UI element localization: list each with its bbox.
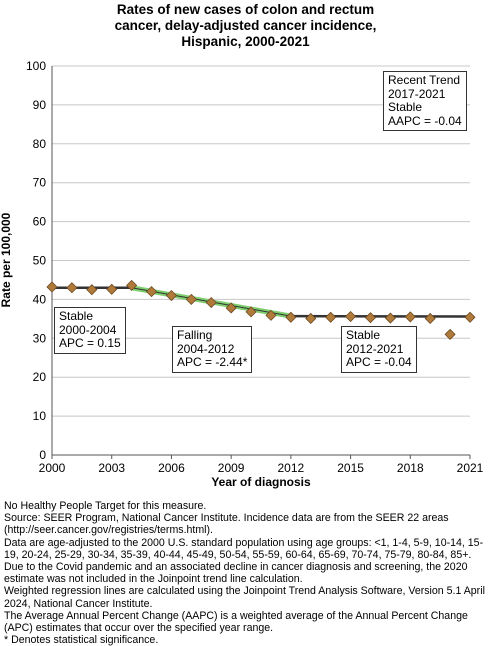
data-point-marker [364,312,377,324]
y-tick-label: 80 [33,137,47,151]
annotation-line: Stable [388,100,423,114]
data-point-marker [265,309,277,321]
data-point-marker [345,310,357,323]
x-tick-label: 2003 [98,461,125,475]
y-tick-label: 40 [33,292,47,306]
data-point-marker [66,282,78,294]
data-point-marker [165,289,177,302]
data-point-marker [384,312,396,324]
data-point-marker [285,311,297,323]
x-tick-label: 2018 [397,461,424,475]
y-tick-label: 50 [33,254,47,268]
footnote: * Denotes statistical significance. [4,634,159,646]
x-axis-title: Year of diagnosis [211,475,311,489]
x-tick-label: 2015 [337,461,364,475]
annotation-recent-trend: Recent Trend 2017-2021 Stable AAPC = -0.… [383,71,467,131]
x-tick-label: 2000 [39,461,66,475]
x-tick-label: 2021 [457,461,484,475]
annotation-line: APC = -2.44* [177,355,248,369]
annotation-line: Stable [59,309,94,323]
data-point-marker [424,312,436,325]
annotation-line: AAPC = -0.04 [388,113,462,128]
y-tick-label: 10 [33,409,47,423]
y-tick-label: 0 [39,448,46,462]
annotation-segment-2000-2004: Stable 2000-2004 APC = 0.15 [54,307,126,354]
y-axis-title: Rate per 100,000 [0,212,13,308]
annotation-line: 2000-2004 [59,322,117,337]
data-point-marker [46,281,58,293]
annotation-line: APC = 0.15 [59,336,121,350]
annotation-line: Falling [177,328,213,342]
footnote: Source: SEER Program, National Cancer In… [4,512,449,537]
chart-title-line: cancer, delay-adjusted cancer incidence, [114,18,377,33]
annotation-segment-2004-2012: Falling 2004-2012 APC = -2.44* [172,326,253,373]
annotation-line: 2012-2021 [346,341,404,356]
y-tick-label: 20 [33,370,47,384]
x-tick-label: 2009 [218,461,245,475]
annotation-segment-2012-2021: Stable 2012-2021 APC = -0.04 [341,326,417,373]
chart-title-line: Hispanic, 2000-2021 [181,34,310,49]
data-point-marker [305,312,317,325]
annotation-line: Recent Trend [388,73,461,87]
data-point-marker [225,302,237,314]
data-point-marker [145,286,158,298]
footnote: Data are age-adjusted to the 2000 U.S. s… [4,536,484,561]
annotation-line: APC = -0.04 [346,355,412,369]
x-tick-label: 2012 [278,461,305,475]
y-tick-label: 30 [33,331,47,345]
data-point-marker [404,311,416,323]
data-point-marker [106,283,118,295]
data-point-marker [205,296,217,309]
footnotes: No Healthy People Target for this measur… [4,500,490,646]
data-point-marker [444,328,456,340]
footnote: Weighted regression lines are calculated… [4,585,485,610]
y-tick-label: 100 [26,59,46,73]
data-point-marker [464,311,476,323]
y-tick-label: 60 [33,215,47,229]
footnote: Due to the Covid pandemic and an associa… [4,561,468,586]
chart-title-line: Rates of new cases of colon and rectum [116,2,375,17]
data-point-marker [126,279,138,291]
data-point-marker [86,284,98,296]
data-point-marker [185,293,197,305]
y-tick-label: 90 [33,98,47,112]
footnote: The Average Annual Percent Change (AAPC)… [4,609,468,635]
data-point-marker [245,306,257,318]
annotation-line: 2017-2021 [388,86,446,101]
y-tick-label: 70 [33,176,47,190]
data-point-marker [325,311,337,323]
annotation-line: 2004-2012 [177,341,235,356]
chart-title: Rates of new cases of colon and rectum c… [0,2,491,50]
annotation-line: Stable [346,328,381,342]
footnote: No Healthy People Target for this measur… [4,500,207,512]
x-tick-label: 2006 [158,461,185,475]
